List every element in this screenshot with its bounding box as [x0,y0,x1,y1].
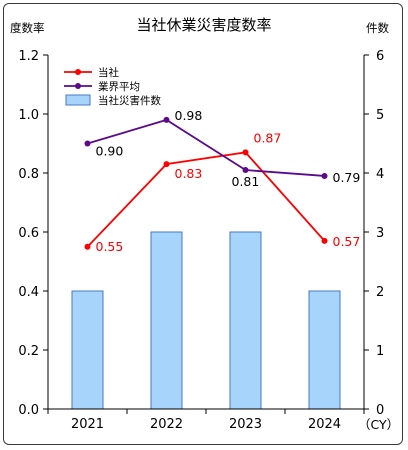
axes-layer: 0.0 0.2 0.4 0.6 0.8 1.0 1.2 0 1 2 3 4 5 6 2021 2022 2023… [18,49,384,432]
bar-2023 [229,231,262,410]
data-label: 0.83 [175,166,203,181]
left-axis-title: 度数率 [10,21,45,35]
data-label: 0.81 [232,174,260,189]
data-label: 0.57 [333,234,361,249]
data-point [321,237,328,244]
left-tick-label: 1.0 [18,108,39,123]
data-point [163,161,170,168]
data-label-layer: 0.55 0.83 0.87 0.57 0.90 0.98 0.81 0.79 [96,108,361,254]
legend-swatch-marker [75,83,81,89]
left-tick-label: 0.4 [18,285,39,300]
bar-2024 [308,290,341,410]
legend-label: 業界平均 [98,80,140,93]
left-tick-label: 1.2 [18,49,39,64]
right-tick-label: 1 [376,344,384,359]
data-label: 0.55 [96,239,124,254]
right-tick-label: 4 [376,167,384,182]
legend-label: 当社災害件数 [98,94,161,107]
right-tick-label: 5 [376,108,384,123]
legend-swatch-bar [65,94,91,106]
right-tick-label: 6 [376,49,384,64]
data-point [242,167,249,174]
left-tick-label: 0.0 [18,403,39,418]
x-tick-label: 2022 [150,417,183,432]
right-tick-label: 3 [376,226,384,241]
right-tick-label: 2 [376,285,384,300]
bar-2021 [71,290,104,410]
data-label: 0.98 [175,108,203,123]
left-tick-label: 0.6 [18,226,39,241]
left-tick-label: 0.2 [18,344,39,359]
series-line-業界平均 [87,118,325,177]
data-label: 0.87 [254,130,282,145]
chart-title: 当社休業災害度数率 [136,16,271,34]
line-layer [84,116,328,250]
x-tick-label: 2021 [71,417,104,432]
data-point [163,116,170,123]
bar-2022 [150,231,183,410]
series-line-当社 [86,151,326,248]
data-point [321,172,328,179]
x-unit-label: （CY） [358,417,399,432]
data-point [84,243,91,250]
x-tick-label: 2023 [229,417,262,432]
right-axis-title: 件数 [366,21,389,35]
left-tick-label: 0.8 [18,167,39,182]
x-tick-label: 2024 [308,417,341,432]
data-point [242,149,249,156]
data-point [84,140,91,147]
right-tick-label: 0 [376,403,384,418]
legend-label: 当社 [98,66,119,79]
bar-layer [71,231,341,410]
data-label: 0.79 [333,170,361,185]
legend-swatch-marker [75,69,81,75]
data-label: 0.90 [96,144,124,159]
